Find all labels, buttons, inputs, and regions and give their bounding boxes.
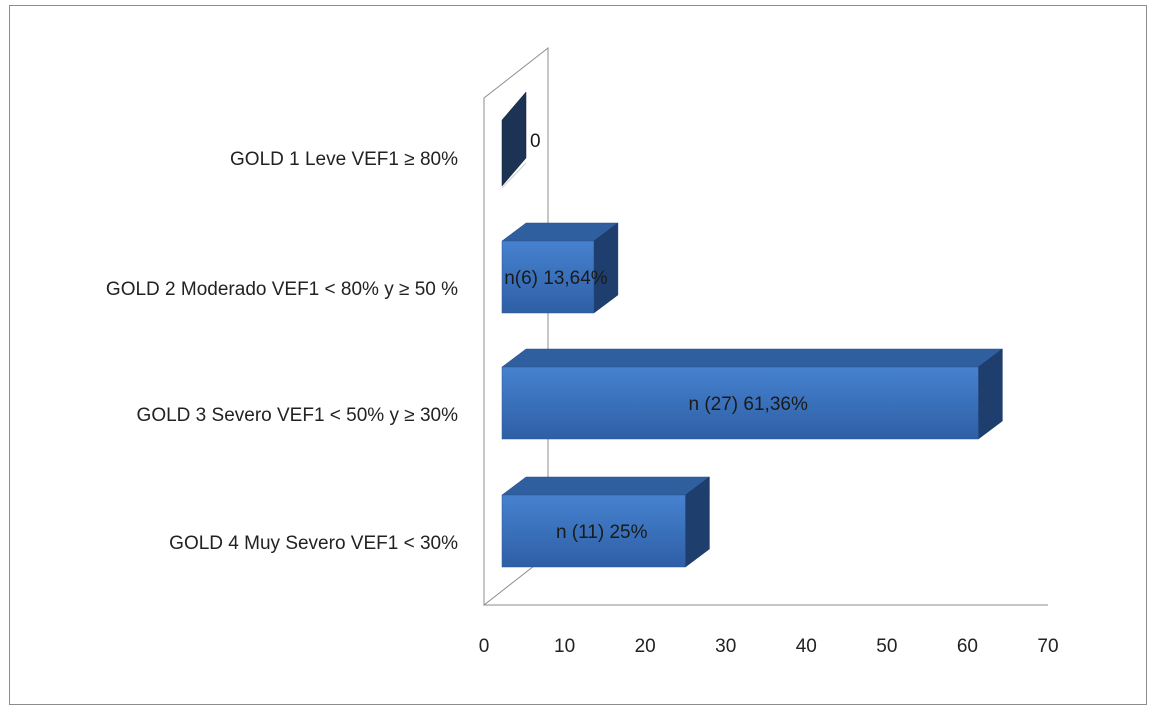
bar — [501, 91, 527, 187]
bar — [501, 366, 979, 440]
category-label: GOLD 1 Leve VEF1 ≥ 80% — [230, 149, 458, 170]
data-label: n (27) 61,36% — [689, 394, 808, 415]
x-tick-label: 60 — [957, 636, 978, 657]
category-label: GOLD 2 Moderado VEF1 < 80% y ≥ 50 % — [106, 279, 458, 300]
bar-top-face — [501, 476, 711, 496]
data-label: n (11) 25% — [556, 522, 648, 543]
x-tick-label: 50 — [876, 636, 897, 657]
bar — [501, 240, 595, 314]
data-label: n(6) 13,64% — [504, 268, 608, 289]
bar-floor-shadow — [501, 162, 527, 189]
bar-chart: 0 10 20 30 40 50 60 70 n (11) 25% GOLD 4 Muy Sev… — [106, 46, 1059, 657]
data-label: 0 — [530, 131, 541, 152]
x-tick-label: 70 — [1037, 636, 1058, 657]
x-tick-label: 0 — [479, 636, 490, 657]
x-tick-label: 20 — [635, 636, 656, 657]
bar — [501, 494, 686, 568]
bar-top-face — [501, 348, 1004, 368]
category-label: GOLD 3 Severo VEF1 < 50% y ≥ 30% — [137, 405, 459, 426]
x-tick-label: 40 — [796, 636, 817, 657]
x-tick-label: 10 — [554, 636, 575, 657]
x-tick-label: 30 — [715, 636, 736, 657]
category-label: GOLD 4 Muy Severo VEF1 < 30% — [169, 533, 458, 554]
